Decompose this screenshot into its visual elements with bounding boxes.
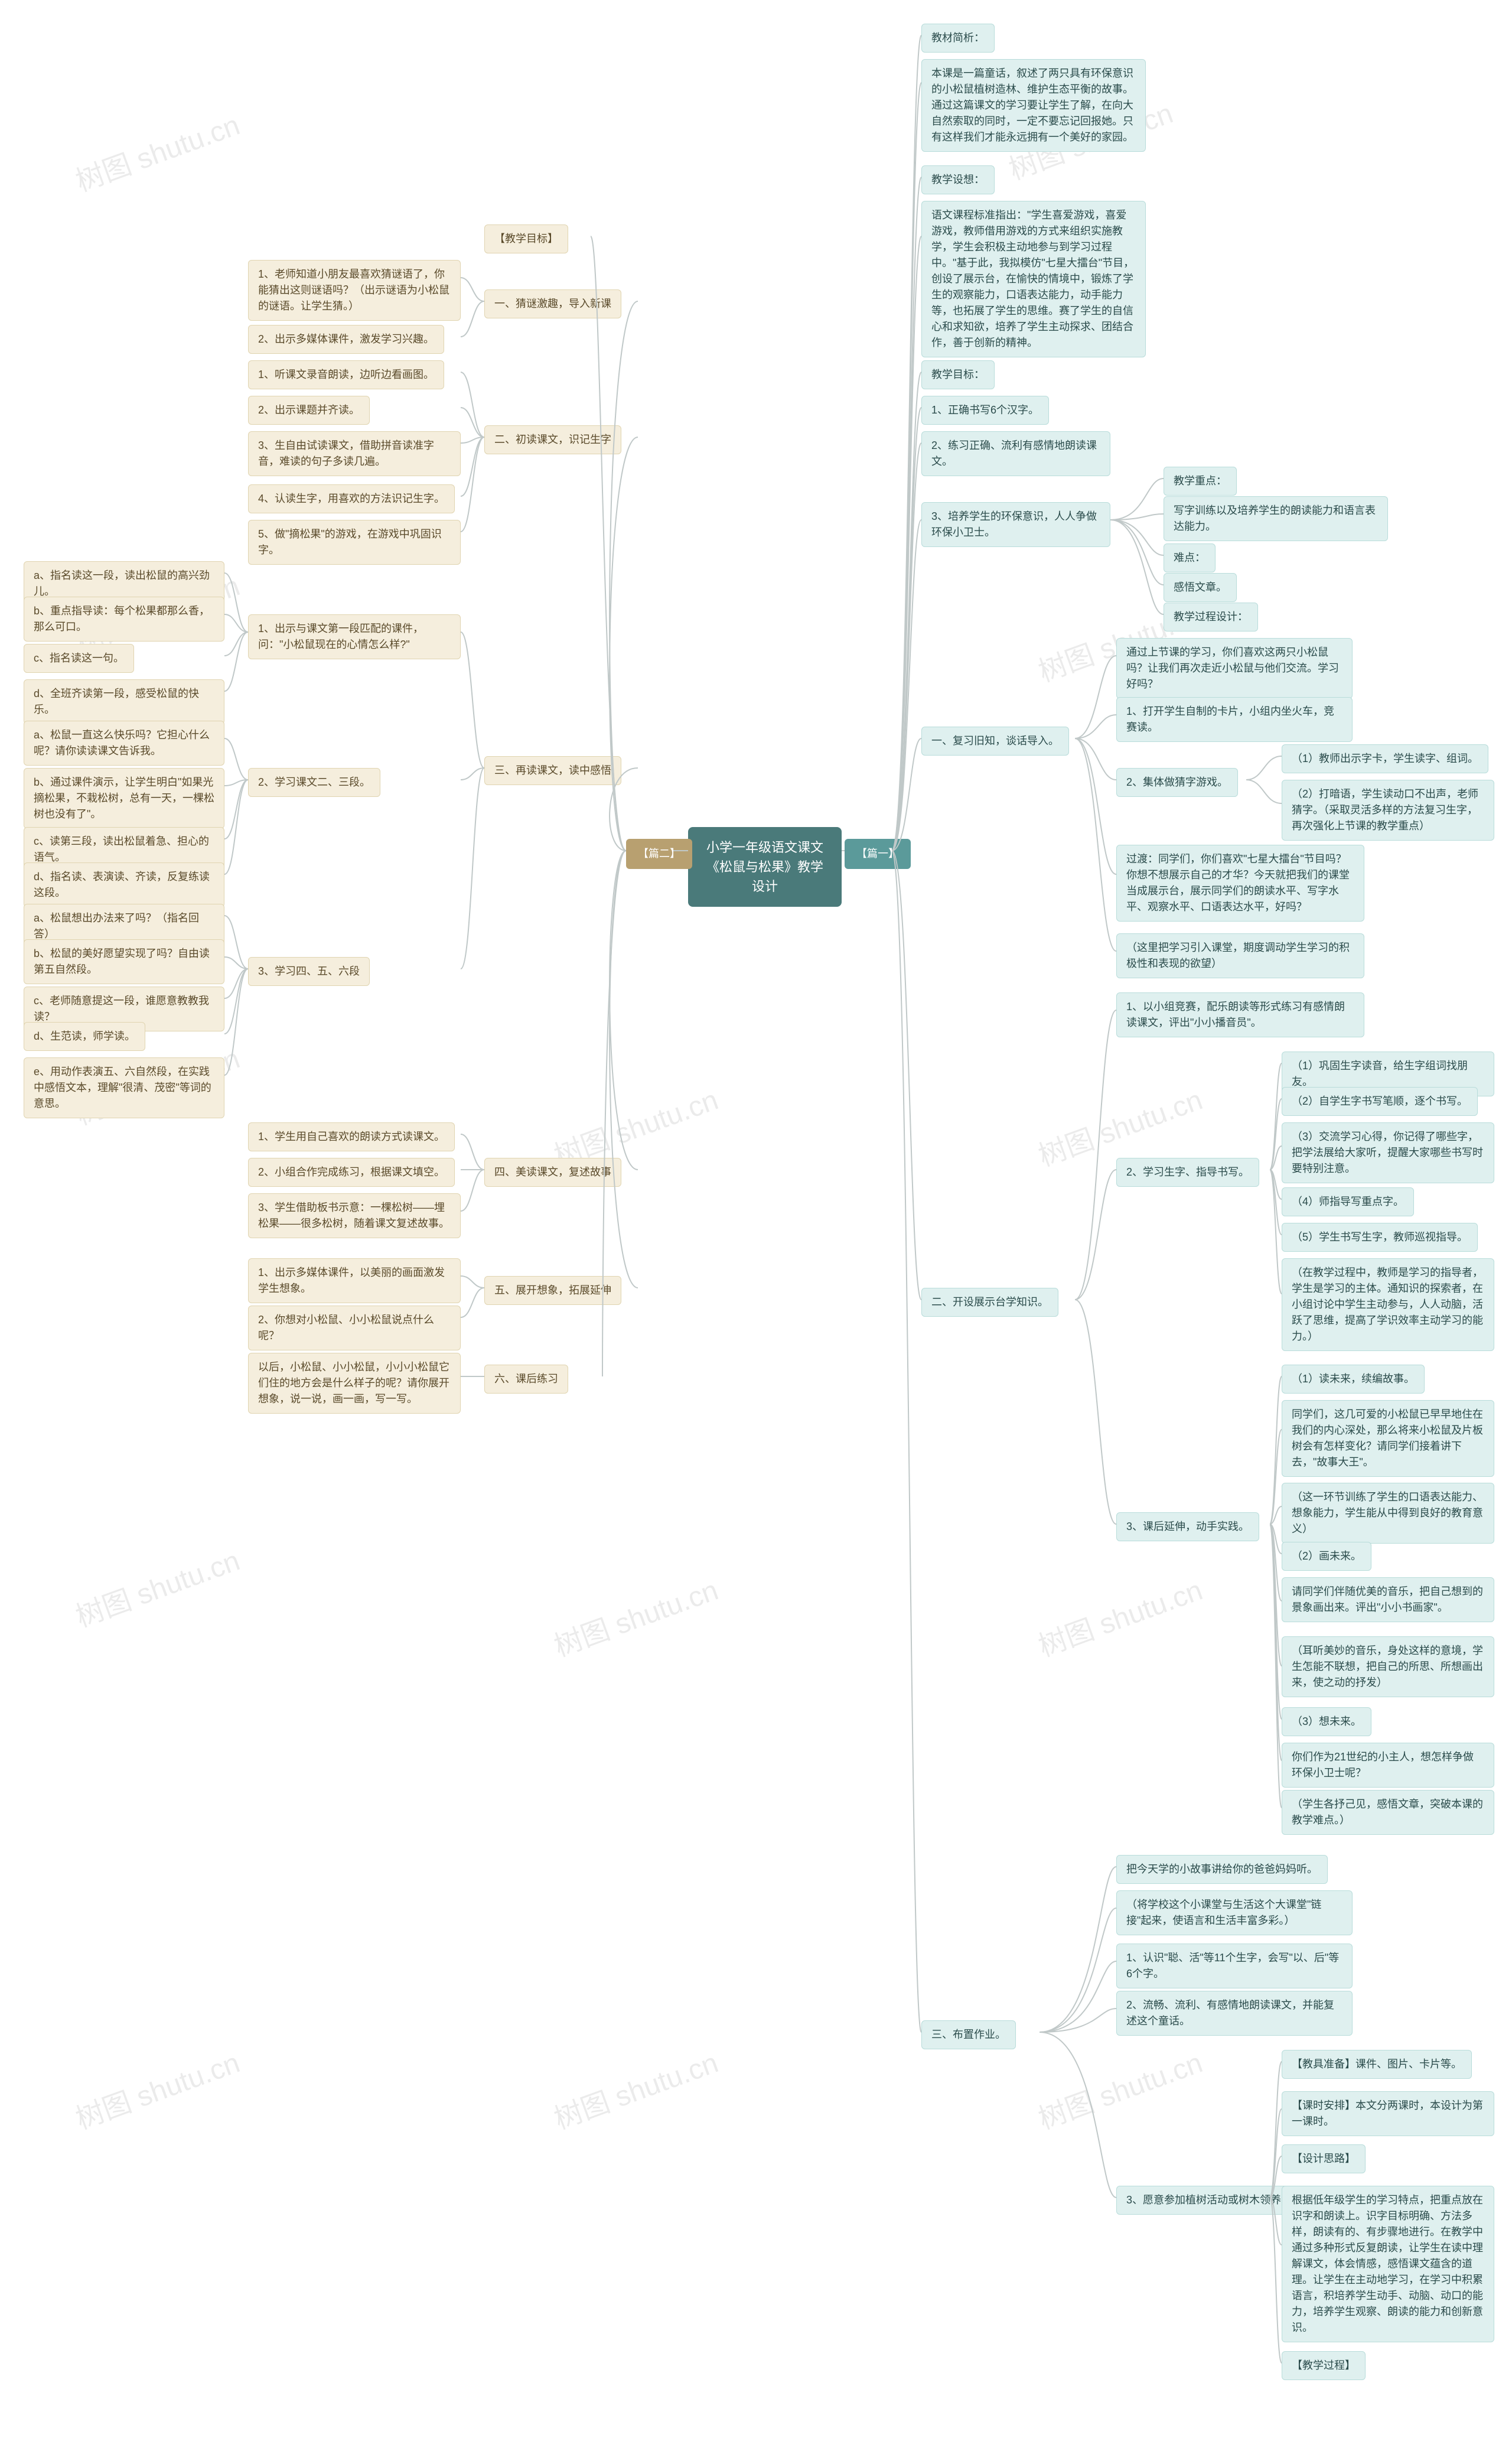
r-s3-pre: 把今天学的小故事讲给你的爸爸妈妈听。: [1116, 1855, 1328, 1884]
r-intro-t3: 教学目标：: [921, 360, 995, 389]
r-intro-g2: 2、练习正确、流利有感情地朗读课文。: [921, 431, 1110, 476]
l-e-n1: 1、出示多媒体课件，以美丽的画面激发学生想象。: [248, 1258, 461, 1303]
r-s2-g2-n5: （5）学生书写生字，教师巡视指导。: [1282, 1223, 1478, 1252]
r-s3-g3-n5: 【教学过程】: [1282, 2351, 1366, 2380]
r-s2-g3-n7: （3）想未来。: [1282, 1707, 1371, 1736]
l-b-n4: 4、认读生字，用喜欢的方法识记生字。: [248, 484, 455, 513]
r-s1-pre: 通过上节课的学习，你们喜欢这两只小松鼠吗？让我们再次走近小松鼠与他们交流。学习好…: [1116, 638, 1353, 699]
r-s1-post2: （这里把学习引入课堂，期度调动学生学习的积极性和表现的欲望）: [1116, 933, 1364, 978]
r-s3-g2: 2、流畅、流利、有感情地朗读课文，并能复述这个童话。: [1116, 1991, 1353, 2036]
l-b-title[interactable]: 二、初读课文，识记生字: [484, 425, 621, 454]
l-a-n1: 1、老师知道小朋友最喜欢猜谜语了，你能猜出这则谜语吗？（出示谜语为小松鼠的谜语。…: [248, 260, 461, 321]
l-c-g3: 3、学习四、五、六段: [248, 957, 370, 986]
l-d-n1: 1、学生用自己喜欢的朗读方式读课文。: [248, 1122, 455, 1151]
l-e-title[interactable]: 五、展开想象，拓展延伸: [484, 1276, 621, 1305]
r-intro-g1: 1、正确书写6个汉字。: [921, 396, 1049, 425]
r-s1-title[interactable]: 一、复习旧知，谈话导入。: [921, 727, 1069, 756]
l-c-g1-n4: d、全班齐读第一段，感受松鼠的快乐。: [24, 679, 224, 724]
r-s3-title[interactable]: 三、布置作业。: [921, 2020, 1016, 2049]
l-c-g3-n4: d、生范读，师学读。: [24, 1022, 145, 1051]
watermark: 树图 shutu.cn: [69, 102, 245, 199]
l-c-g3-n2: b、松鼠的美好愿望实现了吗？自由读第五自然段。: [24, 939, 224, 984]
r-intro-g3-n5: 教学过程设计：: [1164, 603, 1258, 632]
branch-left[interactable]: 【篇二】: [626, 839, 692, 869]
r-intro-t2: 教学设想：: [921, 165, 995, 194]
l-c-g1-n2: b、重点指导读：每个松果都那么香，那么可口。: [24, 597, 224, 642]
l-c-g2-n1: a、松鼠一直这么快乐吗？它担心什么呢？请你读读课文告诉我。: [24, 721, 224, 766]
r-intro-g3-n2: 写字训练以及培养学生的朗读能力和语言表达能力。: [1164, 496, 1388, 541]
l-a-n2: 2、出示多媒体课件，激发学习兴趣。: [248, 325, 444, 354]
r-s3-pre2: （将学校这个小课堂与生活这个大课堂"链接"起来，使语言和生活丰富多彩。）: [1116, 1890, 1353, 1935]
l-b-n5: 5、做"摘松果"的游戏，在游戏中巩固识字。: [248, 520, 461, 565]
l-b-n3: 3、生自由试读课文，借助拼音读准字音，难读的句子多读几遍。: [248, 431, 461, 476]
r-s2-g3-n6: （耳听美妙的音乐，身处这样的意境，学生怎能不联想，把自己的所思、所想画出来，使之…: [1282, 1636, 1494, 1697]
r-s2-g2-n4: （4）师指导写重点字。: [1282, 1187, 1414, 1216]
l-c-g3-n5: e、用动作表演五、六自然段，在实践中感悟文本，理解"很清、茂密"等词的意思。: [24, 1057, 224, 1118]
watermark: 树图 shutu.cn: [1032, 2039, 1207, 2137]
watermark: 树图 shutu.cn: [548, 2039, 723, 2137]
l-e-n2: 2、你想对小松鼠、小小松鼠说点什么呢？: [248, 1306, 461, 1350]
r-s3-g3-n3: 【设计思路】: [1282, 2144, 1366, 2173]
l-d-n2: 2、小组合作完成练习，根据课文填空。: [248, 1158, 455, 1187]
l-b-n2: 2、出示课题并齐读。: [248, 396, 370, 425]
l-b-n1: 1、听课文录音朗读，边听边看画图。: [248, 360, 444, 389]
r-s1-g2-n1: （1）教师出示字卡，学生读字、组词。: [1282, 744, 1488, 773]
l-a-title[interactable]: 一、猜谜激趣，导入新课: [484, 289, 621, 318]
watermark: 树图 shutu.cn: [548, 1567, 723, 1664]
r-s2-g3-n5: 请同学们伴随优美的音乐，把自己想到的景象画出来。评出"小小书画家"。: [1282, 1577, 1494, 1622]
l-c-title[interactable]: 三、再读课文，读中感悟: [484, 756, 621, 785]
r-s1-g2: 2、集体做猜字游戏。: [1116, 768, 1238, 797]
r-s1-g1: 1、打开学生自制的卡片，小组内坐火车，竞赛读。: [1116, 697, 1353, 742]
branch-right[interactable]: 【篇一】: [845, 839, 911, 869]
r-s2-g2-n3: （3）交流学习心得，你记得了哪些字，把学法展给大家听，提醒大家哪些书写时要特别注…: [1282, 1122, 1494, 1183]
r-s2-g3-n1: （1）读未来，续编故事。: [1282, 1365, 1425, 1394]
r-intro-g3-n1: 教学重点：: [1164, 467, 1237, 496]
r-s2-title[interactable]: 二、开设展示台学知识。: [921, 1288, 1058, 1317]
root-node[interactable]: 小学一年级语文课文《松鼠与松果》教学设计: [688, 827, 842, 907]
r-s2-g3-n4: （2）画未来。: [1282, 1542, 1371, 1571]
l-f-n1: 以后，小松鼠、小小松鼠，小小小松鼠它们住的地方会是什么样子的呢？请你展开想象，说…: [248, 1353, 461, 1414]
watermark: 树图 shutu.cn: [1032, 1567, 1207, 1664]
l-f-title[interactable]: 六、课后练习: [484, 1365, 568, 1394]
l-c-g1: 1、出示与课文第一段匹配的课件，问："小松鼠现在的心情怎么样?": [248, 614, 461, 659]
r-s2-g3-n2: 同学们，这几可爱的小松鼠已早早地住在我们的内心深处，那么将来小松鼠及片板树会有怎…: [1282, 1400, 1494, 1477]
r-s3-g3-n4: 根据低年级学生的学习特点，把重点放在识字和朗读上。识字目标明确、方法多样，朗读有…: [1282, 2186, 1494, 2342]
r-s2-g3-n8: 你们作为21世纪的小主人，想怎样争做环保小卫士呢？: [1282, 1743, 1494, 1788]
r-intro-t1: 教材简析：: [921, 24, 995, 53]
mindmap-canvas: 树图 shutu.cn 树图 shutu.cn 树图 shutu.cn 树图 s…: [0, 0, 1512, 2438]
r-intro-g3-n3: 难点：: [1164, 543, 1216, 572]
r-s3-g3-n2: 【课时安排】本文分两课时，本设计为第一课时。: [1282, 2091, 1494, 2136]
r-s1-post: 过渡：同学们，你们喜欢"七星大擂台"节目吗？你想不想展示自己的才华？今天就把我们…: [1116, 845, 1364, 922]
r-s2-g2-n6: （在教学过程中，教师是学习的指导者，学生是学习的主体。通知识的探索者，在小组讨论…: [1282, 1258, 1494, 1351]
r-s2-g3: 3、课后延伸，动手实践。: [1116, 1512, 1259, 1541]
r-intro-p2: 语文课程标准指出："学生喜爱游戏，喜爱游戏，教师借用游戏的方式来组织实施教学，学…: [921, 201, 1146, 357]
r-s1-g2-n2: （2）打暗语，学生读动口不出声，老师猜字。（采取灵活多样的方法复习生字，再次强化…: [1282, 780, 1494, 841]
l-d-title[interactable]: 四、美读课文，复述故事: [484, 1158, 621, 1187]
r-s3-g3-n1: 【教具准备】课件、图片、卡片等。: [1282, 2050, 1472, 2079]
r-s2-g1: 1、以小组竞赛，配乐朗读等形式练习有感情朗读课文，评出"小小播音员"。: [1116, 992, 1364, 1037]
l-c-g2: 2、学习课文二、三段。: [248, 768, 380, 797]
watermark: 树图 shutu.cn: [69, 2039, 245, 2137]
r-intro-g3: 3、培养学生的环保意识，人人争做环保小卫士。: [921, 502, 1110, 547]
r-s3-g1: 1、认识"聪、活"等11个生字，会写"以、后"等6个字。: [1116, 1944, 1353, 1988]
watermark: 树图 shutu.cn: [69, 1537, 245, 1635]
l-c-g2-n2: b、通过课件演示，让学生明白"如果光摘松果，不栽松树，总有一天，一棵松树也没有了…: [24, 768, 224, 829]
r-s2-g2: 2、学习生字、指导书写。: [1116, 1158, 1259, 1187]
r-s2-g3-n3: （这一环节训练了学生的口语表达能力、想象能力，学生能从中得到良好的教育意义）: [1282, 1483, 1494, 1544]
l-s1-title: 【教学目标】: [484, 224, 568, 253]
r-intro-g3-n4: 感悟文章。: [1164, 573, 1237, 602]
r-s2-g2-n2: （2）自学生字书写笔顺，逐个书写。: [1282, 1087, 1478, 1116]
r-s2-g3-n9: （学生各抒己见，感悟文章，突破本课的教学难点。）: [1282, 1790, 1494, 1835]
l-c-g1-n3: c、指名读这一句。: [24, 644, 134, 673]
r-intro-p1: 本课是一篇童话，叙述了两只具有环保意识的小松鼠植树造林、维护生态平衡的故事。通过…: [921, 59, 1146, 152]
l-d-n3: 3、学生借助板书示意：一棵松树——埋松果——很多松树，随着课文复述故事。: [248, 1193, 461, 1238]
l-c-g2-n4: d、指名读、表演读、齐读，反复练读这段。: [24, 862, 224, 907]
